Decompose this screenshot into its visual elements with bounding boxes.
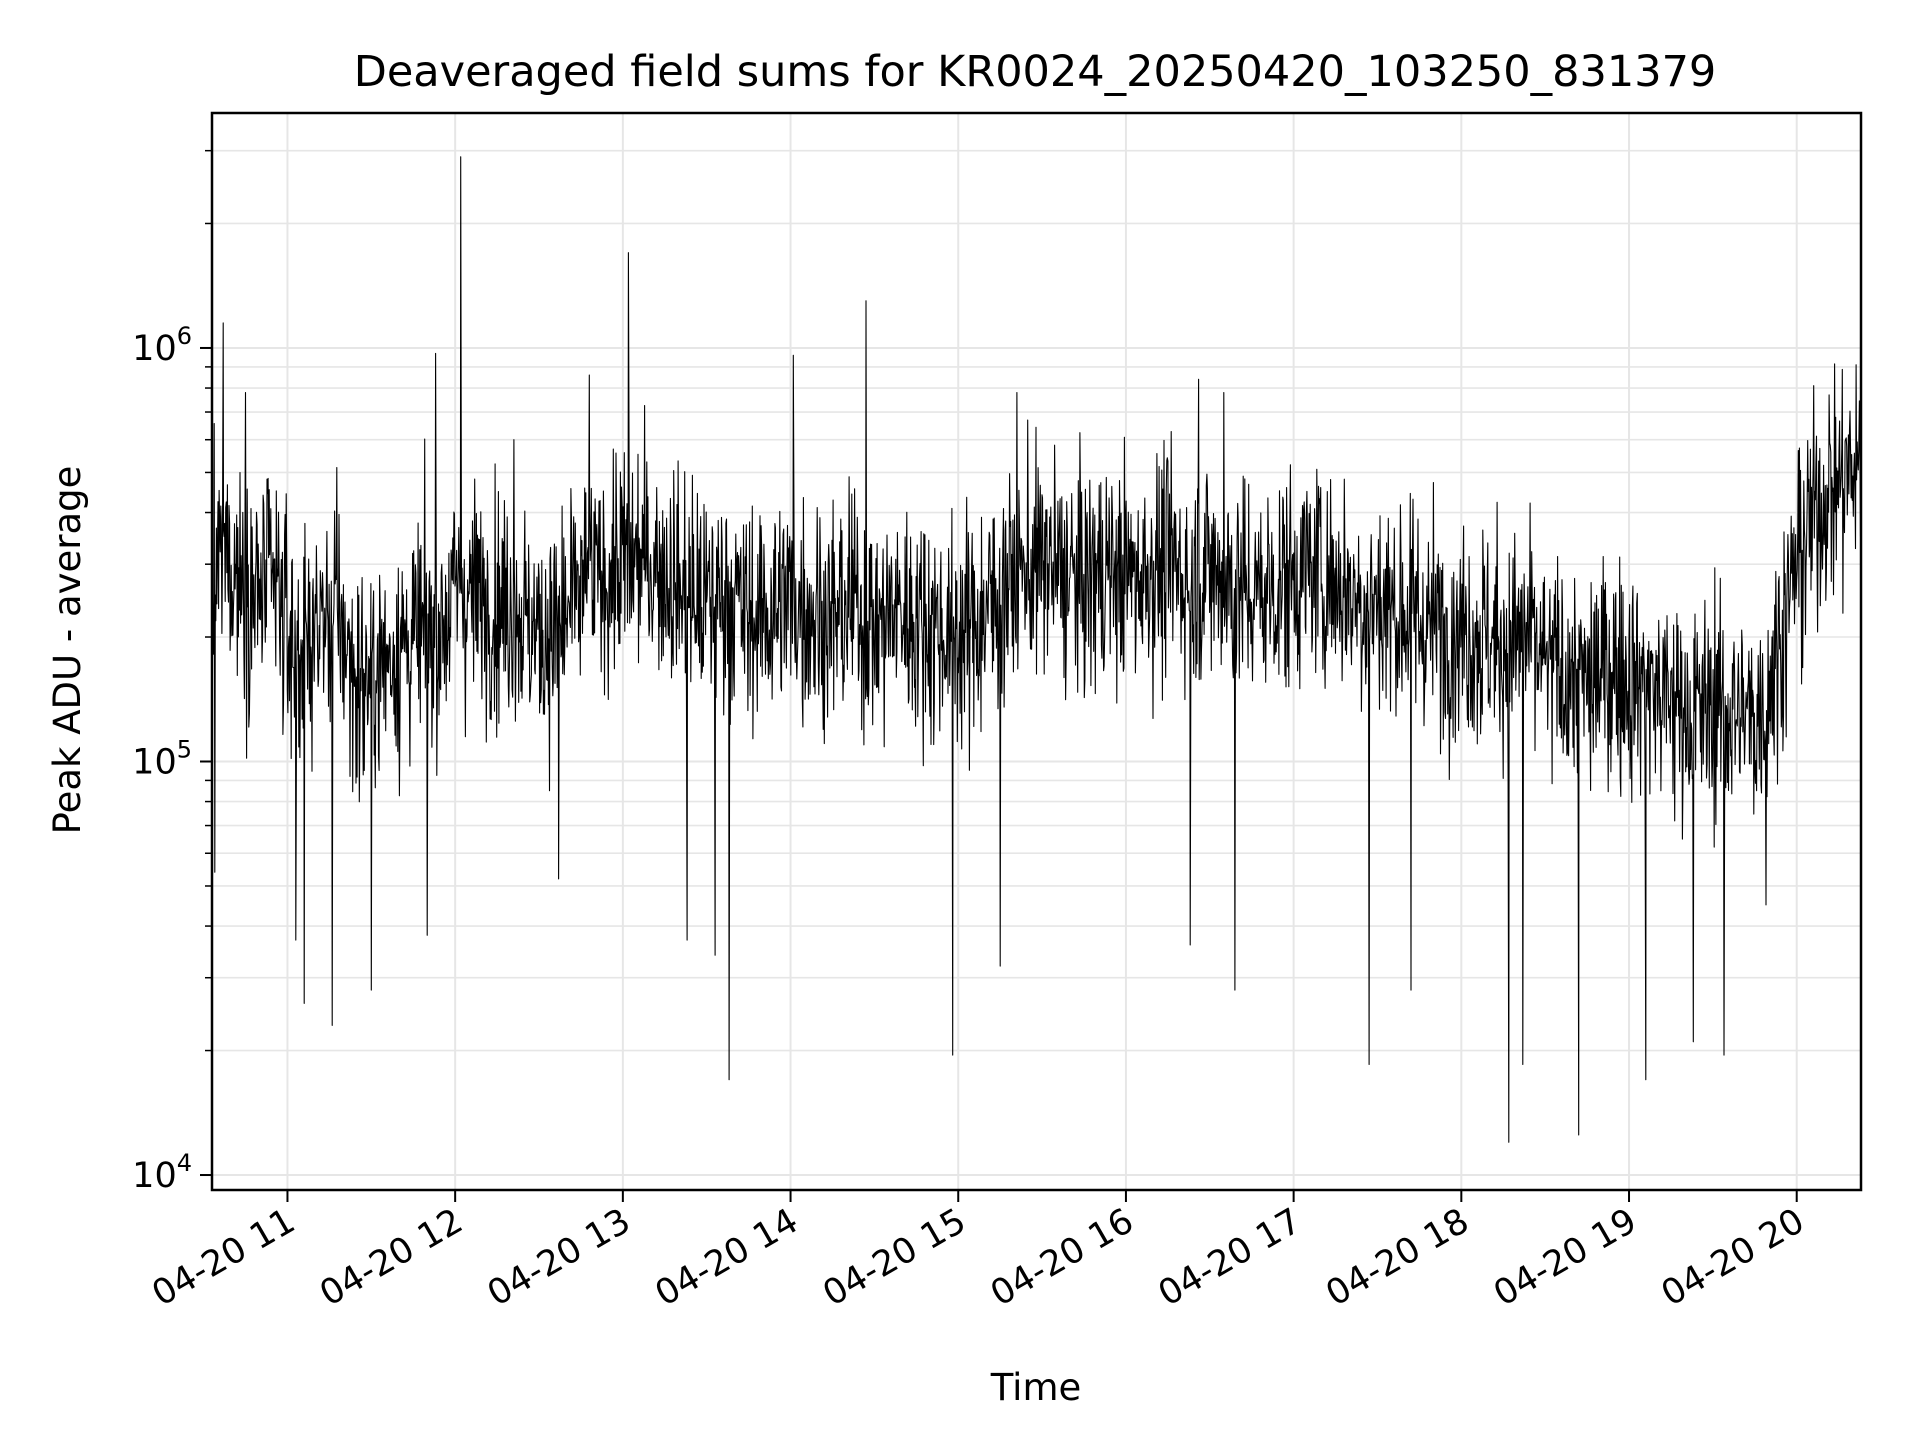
y-tick-label: 106 bbox=[132, 322, 192, 369]
plot-frame bbox=[210, 111, 1863, 1192]
chart-title: Deaveraged field sums for KR0024_2025042… bbox=[354, 47, 1717, 97]
y-tick-label: 105 bbox=[132, 735, 192, 782]
x-axis-label: Time bbox=[990, 1366, 1082, 1409]
y-axis-label: Peak ADU - average bbox=[46, 466, 89, 835]
series-line bbox=[211, 156, 1862, 1143]
plot-area bbox=[211, 156, 1862, 1143]
y-tick-label: 104 bbox=[132, 1149, 192, 1196]
